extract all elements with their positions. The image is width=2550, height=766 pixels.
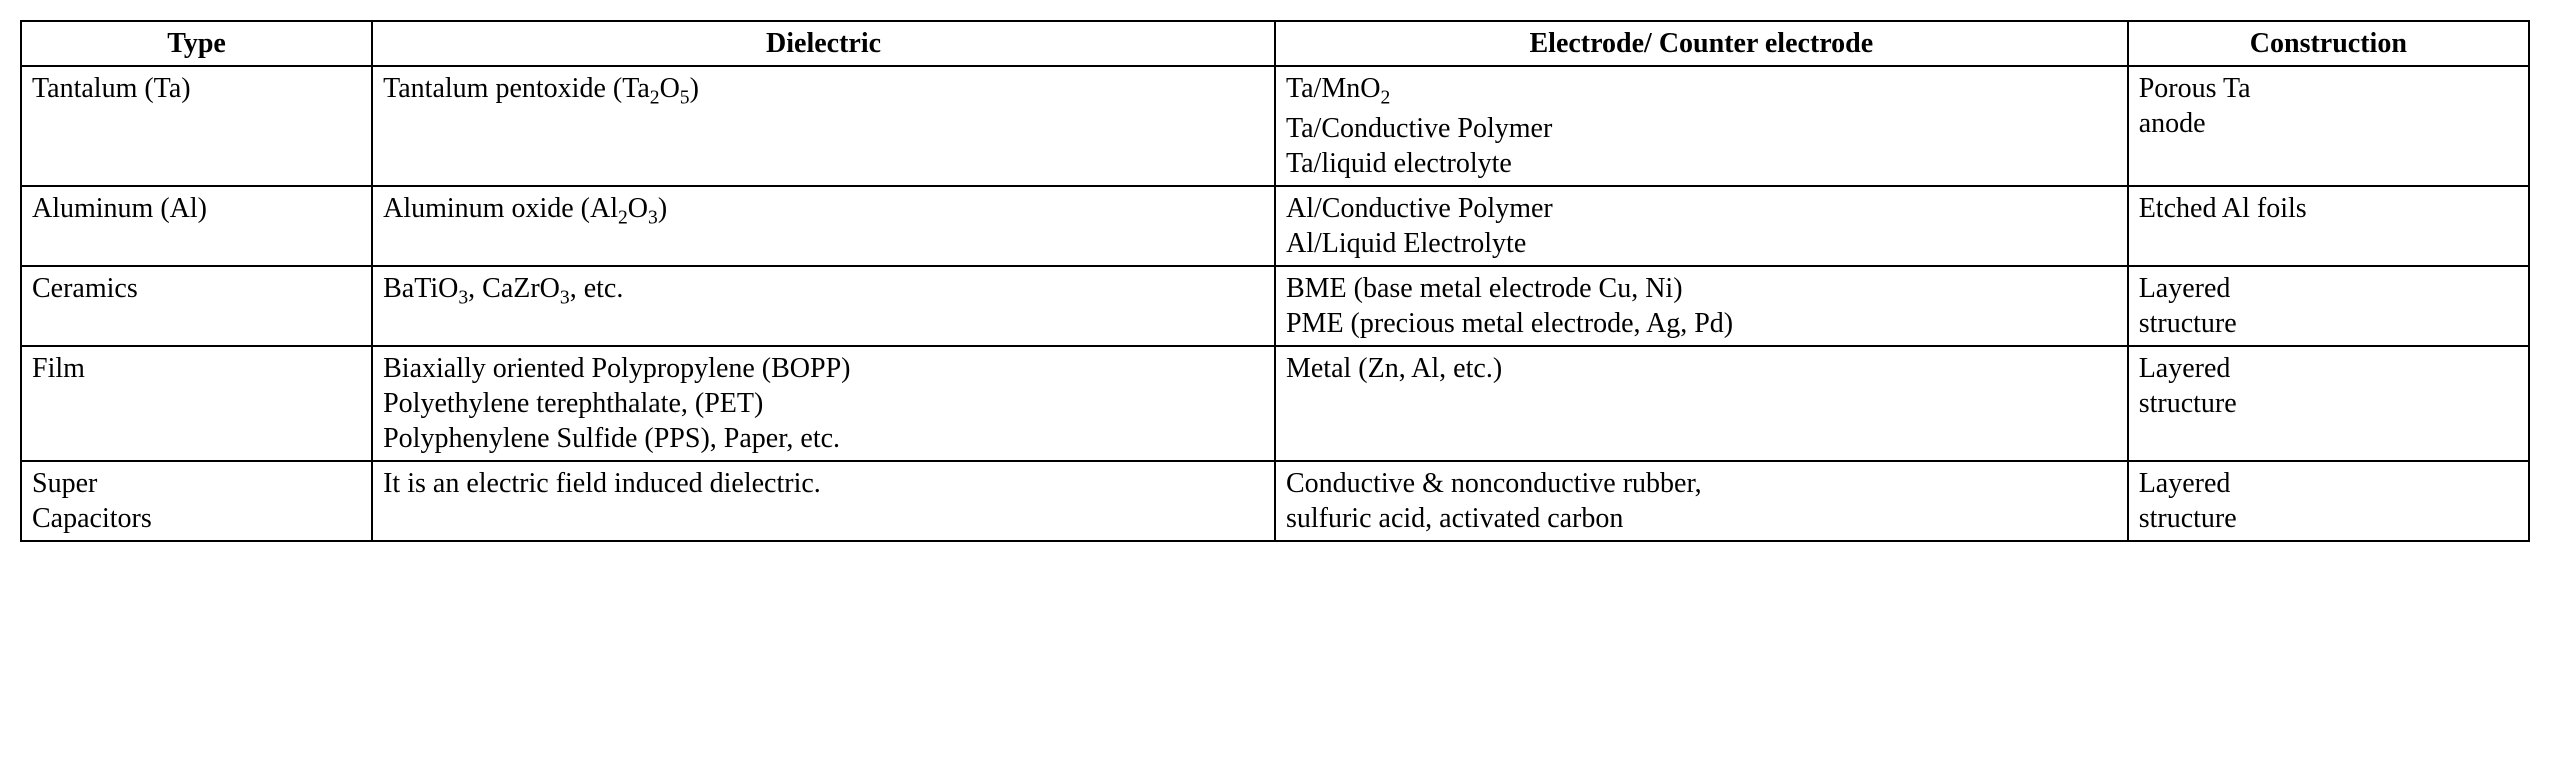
cell-text: Capacitors — [32, 501, 361, 536]
cell-text: Etched Al foils — [2139, 191, 2518, 226]
col-header-construction: Construction — [2128, 21, 2529, 66]
cell-text: Ta/Conductive Polymer — [1286, 111, 2117, 146]
cell-construction: Etched Al foils — [2128, 186, 2529, 266]
cell-electrode: Conductive & nonconductive rubber,sulfur… — [1275, 461, 2128, 541]
cell-text: Biaxially oriented Polypropylene (BOPP) — [383, 351, 1264, 386]
cell-text: Polyethylene terephthalate, (PET) — [383, 386, 1264, 421]
cell-type: Ceramics — [21, 266, 372, 346]
cell-dielectric: Biaxially oriented Polypropylene (BOPP)P… — [372, 346, 1275, 461]
cell-text: structure — [2139, 501, 2518, 536]
header-row: Type Dielectric Electrode/ Counter elect… — [21, 21, 2529, 66]
table-header: Type Dielectric Electrode/ Counter elect… — [21, 21, 2529, 66]
capacitor-types-table: Type Dielectric Electrode/ Counter elect… — [20, 20, 2530, 542]
cell-dielectric: It is an electric field induced dielectr… — [372, 461, 1275, 541]
cell-text: anode — [2139, 106, 2518, 141]
cell-text: Al/Liquid Electrolyte — [1286, 226, 2117, 261]
cell-text: Layered — [2139, 351, 2518, 386]
cell-type: Tantalum (Ta) — [21, 66, 372, 186]
cell-type: Aluminum (Al) — [21, 186, 372, 266]
cell-construction: Porous Taanode — [2128, 66, 2529, 186]
cell-text: Ta/MnO2 — [1286, 71, 2117, 111]
cell-construction: Layeredstructure — [2128, 266, 2529, 346]
cell-text: Layered — [2139, 466, 2518, 501]
table-body: Tantalum (Ta)Tantalum pentoxide (Ta2O5)T… — [21, 66, 2529, 541]
table-row: SuperCapacitorsIt is an electric field i… — [21, 461, 2529, 541]
col-header-electrode: Electrode/ Counter electrode — [1275, 21, 2128, 66]
cell-text: PME (precious metal electrode, Ag, Pd) — [1286, 306, 2117, 341]
cell-electrode: Metal (Zn, Al, etc.) — [1275, 346, 2128, 461]
table-row: Aluminum (Al)Aluminum oxide (Al2O3)Al/Co… — [21, 186, 2529, 266]
cell-text: Porous Ta — [2139, 71, 2518, 106]
table-row: CeramicsBaTiO3, CaZrO3, etc.BME (base me… — [21, 266, 2529, 346]
cell-electrode: Al/Conductive PolymerAl/Liquid Electroly… — [1275, 186, 2128, 266]
cell-text: Polyphenylene Sulfide (PPS), Paper, etc. — [383, 421, 1264, 456]
cell-text: Conductive & nonconductive rubber, — [1286, 466, 2117, 501]
cell-dielectric: Tantalum pentoxide (Ta2O5) — [372, 66, 1275, 186]
cell-text: sulfuric acid, activated carbon — [1286, 501, 2117, 536]
cell-text: structure — [2139, 386, 2518, 421]
cell-dielectric: BaTiO3, CaZrO3, etc. — [372, 266, 1275, 346]
cell-text: structure — [2139, 306, 2518, 341]
cell-electrode: BME (base metal electrode Cu, Ni)PME (pr… — [1275, 266, 2128, 346]
cell-text: Super — [32, 466, 361, 501]
cell-construction: Layeredstructure — [2128, 346, 2529, 461]
cell-type: Film — [21, 346, 372, 461]
cell-type: SuperCapacitors — [21, 461, 372, 541]
cell-electrode: Ta/MnO2Ta/Conductive PolymerTa/liquid el… — [1275, 66, 2128, 186]
cell-text: Ta/liquid electrolyte — [1286, 146, 2117, 181]
col-header-type: Type — [21, 21, 372, 66]
cell-text: Layered — [2139, 271, 2518, 306]
cell-text: Al/Conductive Polymer — [1286, 191, 2117, 226]
cell-text: Metal (Zn, Al, etc.) — [1286, 351, 2117, 386]
cell-dielectric: Aluminum oxide (Al2O3) — [372, 186, 1275, 266]
col-header-dielectric: Dielectric — [372, 21, 1275, 66]
table-row: Tantalum (Ta)Tantalum pentoxide (Ta2O5)T… — [21, 66, 2529, 186]
cell-text: BME (base metal electrode Cu, Ni) — [1286, 271, 2117, 306]
cell-construction: Layeredstructure — [2128, 461, 2529, 541]
table-row: FilmBiaxially oriented Polypropylene (BO… — [21, 346, 2529, 461]
